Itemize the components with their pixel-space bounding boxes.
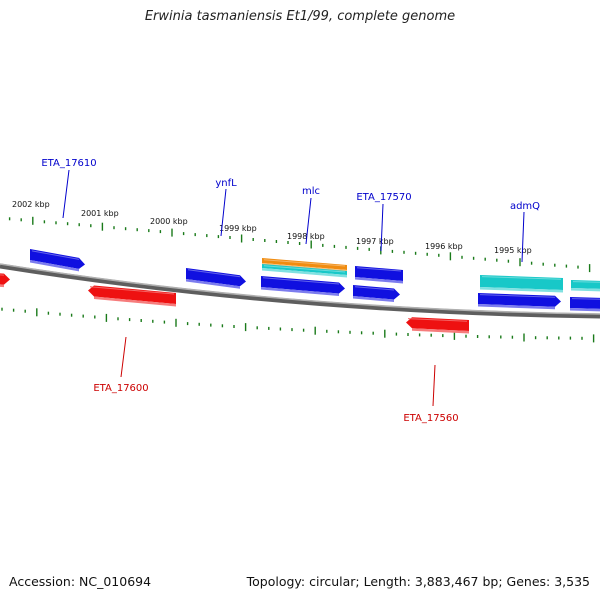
gene-forward-edge[interactable] <box>570 297 600 312</box>
feature-rna-edge-shine <box>572 281 600 283</box>
gene-reverse-edge-shine <box>0 274 5 276</box>
scale-label: 2000 kbp <box>150 217 188 226</box>
label-leader-line <box>521 211 525 263</box>
gene-reverse-eta17560[interactable] <box>406 317 469 334</box>
gene-reverse-eta17600-edge <box>94 296 176 307</box>
gene-label-reverse[interactable]: ETA_17600 <box>93 383 148 394</box>
accession-label: Accession: NC_010694 <box>9 574 152 589</box>
label-leader-line <box>120 336 127 378</box>
label-leader-lines <box>62 169 525 407</box>
gene-labels: ETA_17610 ynfL mlc ETA_17570 admQ ETA_17600 ET… <box>41 158 540 424</box>
feature-rna-admq-edge <box>480 287 563 293</box>
gene-forward-eta17610-shine <box>31 250 80 260</box>
scale-labels: 2002 kbp 2001 kbp 2000 kbp 1999 kbp 1998 kbp… <box>12 200 532 255</box>
gene-reverse-edge[interactable] <box>0 273 10 288</box>
label-leader-line <box>62 169 70 219</box>
gene-label-forward[interactable]: ETA_17610 <box>41 158 96 169</box>
feature-rna-teal-shine <box>263 265 346 273</box>
gene-forward-edge-edge <box>570 308 600 312</box>
label-leader-line <box>220 188 227 237</box>
gene-forward-ynfl[interactable] <box>186 268 246 289</box>
gene-forward-eta17570-b-edge <box>353 296 394 302</box>
gene-reverse-eta17560-shine <box>407 318 468 322</box>
gene-forward-ynfl-body <box>186 268 246 287</box>
scale-label: 1998 kbp <box>287 232 325 241</box>
gene-reverse-eta17600-shine <box>89 286 175 295</box>
gene-forward-eta17610-edge <box>30 260 79 272</box>
feature-rna-edge[interactable] <box>571 280 600 292</box>
feature-rna-edge-edge <box>571 288 600 292</box>
genome-backbone <box>0 263 600 319</box>
gene-label-forward[interactable]: ETA_17570 <box>356 192 411 203</box>
gene-forward-admq-shine <box>479 294 556 298</box>
gene-forward-eta17570-edge <box>355 277 403 284</box>
gene-forward-admq-edge <box>478 304 555 310</box>
gene-forward-mlc-body <box>261 276 345 294</box>
gene-forward-eta17610[interactable] <box>30 249 85 272</box>
gene-forward-mlc-shine <box>262 277 340 285</box>
gene-forward-mlc-edge <box>261 287 339 296</box>
gene-forward-edge-body <box>570 297 600 309</box>
feature-track <box>0 249 600 334</box>
inner-tick-track <box>1 307 595 343</box>
feature-rna-teal[interactable] <box>262 264 347 278</box>
feature-rna-teal-edge <box>262 268 347 278</box>
gene-forward-ynfl-shine <box>187 269 241 278</box>
gene-forward-ynfl-edge <box>186 279 240 289</box>
gene-label-forward[interactable]: mlc <box>302 186 320 197</box>
gene-reverse-edge-edge <box>0 284 4 288</box>
gene-reverse-edge-body <box>0 273 10 285</box>
gene-forward-edge-shine <box>571 298 600 300</box>
gene-forward-eta17570[interactable] <box>355 266 403 284</box>
label-leader-line <box>380 203 384 252</box>
gene-reverse-eta17600[interactable] <box>88 285 176 307</box>
scale-label: 1995 kbp <box>494 246 532 255</box>
scale-label: 2001 kbp <box>81 209 119 218</box>
scale-label: 1996 kbp <box>425 242 463 251</box>
gene-forward-eta17570-b-body <box>353 285 400 300</box>
genome-backbone-highlight <box>0 263 600 315</box>
scale-label: 1999 kbp <box>219 224 257 233</box>
gene-forward-mlc[interactable] <box>261 276 345 296</box>
gene-label-reverse[interactable]: ETA_17560 <box>403 413 458 424</box>
feature-rna-admq-shine <box>481 276 562 280</box>
gene-forward-admq[interactable] <box>478 293 561 310</box>
gene-reverse-eta17600-body <box>88 285 176 304</box>
label-leader-line <box>305 197 312 245</box>
gene-forward-eta17610-body <box>30 249 85 269</box>
label-leader-line <box>432 364 436 407</box>
gene-forward-eta17570-b[interactable] <box>353 285 400 302</box>
genome-title: Erwinia tasmaniensis Et1/99, complete ge… <box>144 9 456 24</box>
scale-label: 2002 kbp <box>12 200 50 209</box>
gene-reverse-eta17560-edge <box>412 328 469 334</box>
outer-tick-track <box>8 216 591 273</box>
gene-forward-eta17570-shine <box>356 267 402 272</box>
gene-label-forward[interactable]: ynfL <box>215 178 237 189</box>
gene-label-forward[interactable]: admQ <box>510 201 540 212</box>
gene-forward-eta17570-b-shine <box>354 286 395 291</box>
scale-label: 1997 kbp <box>356 237 394 246</box>
feature-rna-admq[interactable] <box>480 275 563 293</box>
feature-rna-orange-shine <box>263 259 346 267</box>
genome-summary-label: Topology: circular; Length: 3,883,467 bp… <box>246 574 590 589</box>
